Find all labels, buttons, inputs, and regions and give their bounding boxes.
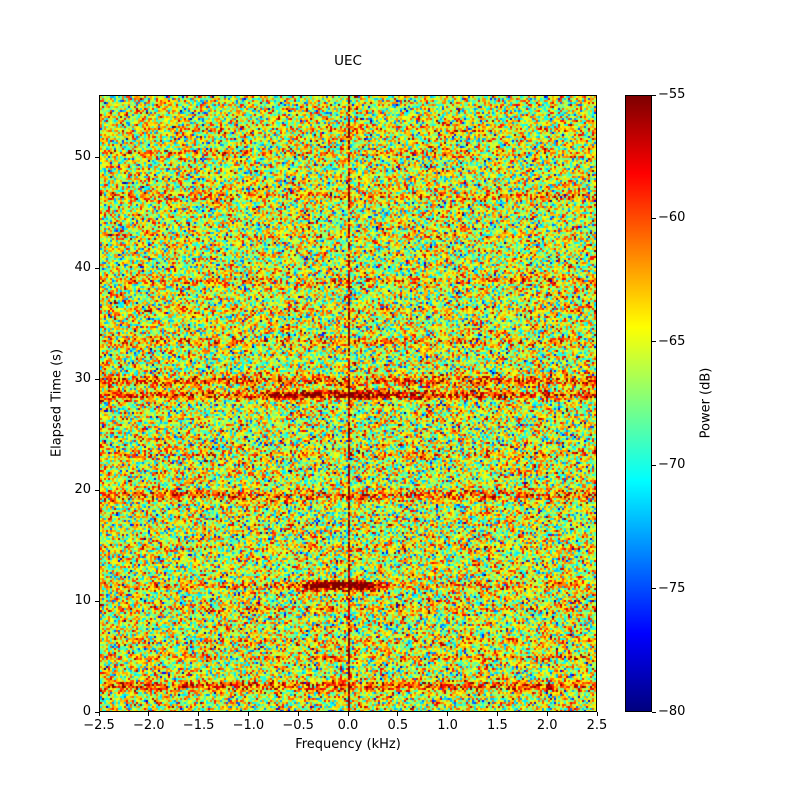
y-axis-label: Elapsed Time (s): [49, 348, 65, 458]
x-tick-mark: [198, 712, 200, 716]
x-tick-label: −1.0: [232, 718, 265, 733]
y-tick-label: 20: [74, 482, 91, 498]
colorbar-tick-mark: [652, 217, 656, 219]
x-tick-label: −0.5: [282, 718, 314, 733]
y-tick-mark: [95, 711, 99, 713]
x-tick-label: 0.0: [337, 718, 359, 733]
x-tick-label: −2.0: [133, 718, 165, 733]
y-tick-mark: [95, 267, 99, 269]
colorbar-tick-mark: [652, 711, 656, 713]
spectrogram-canvas: [100, 96, 596, 711]
y-tick-mark: [95, 600, 99, 602]
x-axis-label: Frequency (kHz): [295, 737, 401, 752]
colorbar-gradient-canvas: [626, 96, 651, 711]
colorbar-tick-label: −75: [658, 580, 686, 596]
x-tick-label: 2.0: [536, 718, 558, 733]
y-tick-label: 50: [74, 149, 91, 165]
colorbar-tick-label: −60: [658, 210, 686, 226]
x-tick-mark: [397, 712, 399, 716]
x-tick-mark: [247, 712, 249, 716]
x-tick-mark: [98, 712, 100, 716]
x-tick-mark: [496, 712, 498, 716]
y-tick-label: 40: [74, 260, 91, 276]
x-tick-mark: [447, 712, 449, 716]
y-tick-label: 0: [82, 704, 91, 719]
x-tick-label: 0.5: [387, 718, 409, 733]
x-tick-mark: [148, 712, 150, 716]
x-tick-mark: [546, 712, 548, 716]
colorbar-tick-label: −55: [658, 87, 686, 102]
colorbar-tick-label: −65: [658, 333, 686, 349]
y-tick-label: 30: [74, 371, 91, 387]
colorbar: [625, 95, 652, 712]
y-tick-mark: [95, 378, 99, 380]
colorbar-tick-mark: [652, 464, 656, 466]
x-tick-mark: [297, 712, 299, 716]
x-tick-label: −1.5: [182, 718, 215, 733]
x-tick-label: −2.5: [83, 718, 115, 733]
plot-area: [99, 95, 597, 712]
x-tick-label: 1.5: [487, 718, 508, 733]
colorbar-label: Power (dB): [698, 367, 714, 439]
colorbar-tick-mark: [652, 588, 656, 590]
colorbar-tick-mark: [652, 341, 656, 343]
y-tick-mark: [95, 156, 99, 158]
x-tick-label: 1.0: [437, 718, 458, 733]
y-tick-mark: [95, 489, 99, 491]
chart-title: UEC: [334, 53, 362, 69]
colorbar-tick-mark: [652, 94, 656, 96]
x-tick-label: 2.5: [586, 718, 608, 733]
colorbar-tick-label: −80: [658, 704, 686, 719]
y-tick-label: 10: [74, 593, 91, 609]
x-tick-mark: [596, 712, 598, 716]
x-tick-mark: [347, 712, 349, 716]
colorbar-tick-label: −70: [658, 457, 686, 473]
